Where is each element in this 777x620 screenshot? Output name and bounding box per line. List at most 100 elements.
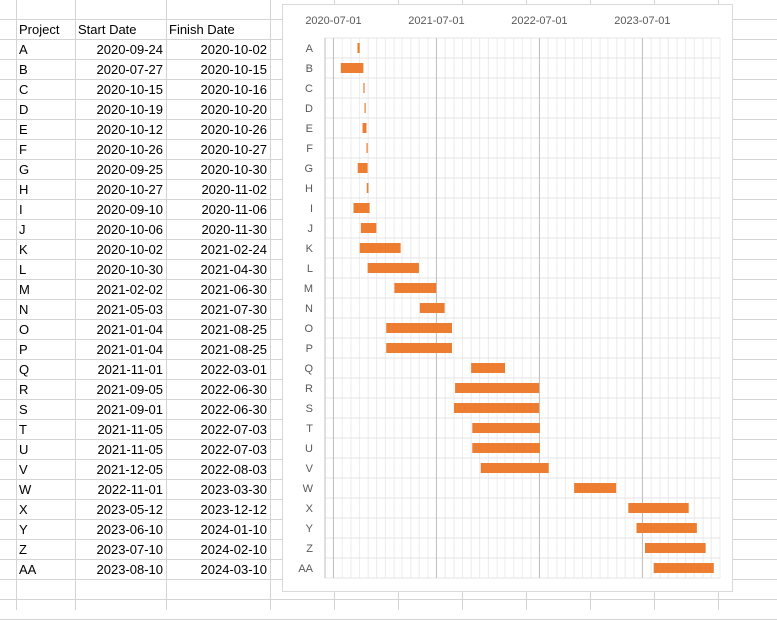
finish-date-cell[interactable]: 2022-07-03 — [200, 422, 268, 437]
project-name-cell[interactable]: AA — [19, 562, 37, 577]
start-date-cell[interactable]: 2020-09-10 — [96, 202, 164, 217]
project-name-cell[interactable]: U — [19, 442, 29, 457]
finish-date-cell[interactable]: 2024-03-10 — [200, 562, 268, 577]
project-name-cell[interactable]: A — [19, 42, 28, 57]
project-name-cell[interactable]: J — [19, 222, 26, 237]
start-date-cell[interactable]: 2023-08-10 — [96, 562, 164, 577]
header-cell[interactable]: Finish Date — [169, 22, 235, 37]
project-name-cell[interactable]: V — [19, 462, 28, 477]
finish-date-cell[interactable]: 2020-10-15 — [200, 62, 268, 77]
finish-date-cell[interactable]: 2021-06-30 — [200, 282, 268, 297]
project-name-cell[interactable]: E — [19, 122, 28, 137]
category-label: E — [306, 123, 313, 135]
finish-date-cell[interactable]: 2020-10-02 — [200, 42, 268, 57]
start-date-cell[interactable]: 2022-11-01 — [97, 482, 163, 497]
gantt-chart[interactable]: 2020-07-01 2021-07-01 2022-07-01 2023-07-01… — [282, 4, 733, 592]
project-name-cell[interactable]: S — [19, 402, 28, 417]
start-date-cell[interactable]: 2020-07-27 — [96, 62, 164, 77]
gantt-bar-g — [357, 163, 368, 173]
category-label: G — [304, 163, 313, 175]
finish-date-cell[interactable]: 2020-10-20 — [200, 102, 268, 117]
finish-date-cell[interactable]: 2022-07-03 — [200, 442, 268, 457]
project-name-cell[interactable]: R — [19, 382, 29, 397]
finish-date-cell[interactable]: 2021-08-25 — [200, 342, 268, 357]
category-label: K — [306, 243, 314, 255]
gantt-bar-m — [394, 283, 437, 293]
project-name-cell[interactable]: P — [19, 342, 28, 357]
start-date-cell[interactable]: 2021-11-05 — [97, 442, 163, 457]
project-name-cell[interactable]: F — [19, 142, 27, 157]
project-name-cell[interactable]: B — [19, 62, 28, 77]
project-name-cell[interactable]: T — [19, 422, 27, 437]
finish-date-cell[interactable]: 2021-07-30 — [200, 302, 268, 317]
finish-date-cell[interactable]: 2022-06-30 — [200, 382, 268, 397]
start-date-cell[interactable]: 2020-10-19 — [96, 102, 164, 117]
finish-date-cell[interactable]: 2023-03-30 — [200, 482, 268, 497]
start-date-cell[interactable]: 2021-09-01 — [96, 402, 164, 417]
project-name-cell[interactable]: Q — [19, 362, 30, 377]
start-date-cell[interactable]: 2020-10-12 — [96, 122, 164, 137]
finish-date-cell[interactable]: 2020-10-30 — [200, 162, 268, 177]
start-date-cell[interactable]: 2020-10-30 — [96, 262, 164, 277]
project-name-cell[interactable]: X — [19, 502, 28, 517]
start-date-cell[interactable]: 2021-11-01 — [97, 362, 163, 377]
start-date-cell[interactable]: 2020-10-06 — [96, 222, 164, 237]
start-date-cell[interactable]: 2021-12-05 — [96, 462, 164, 477]
project-name-cell[interactable]: N — [19, 302, 29, 317]
finish-date-cell[interactable]: 2021-08-25 — [200, 322, 268, 337]
start-date-cell[interactable]: 2023-07-10 — [96, 542, 164, 557]
header-cell[interactable]: Project — [19, 22, 60, 37]
category-label: V — [306, 463, 314, 475]
start-date-cell[interactable]: 2021-01-04 — [96, 342, 164, 357]
category-label: O — [304, 323, 313, 335]
finish-date-cell[interactable]: 2020-10-27 — [200, 142, 268, 157]
project-name-cell[interactable]: O — [19, 322, 30, 337]
start-date-cell[interactable]: 2020-10-27 — [96, 182, 164, 197]
gantt-bar-h — [366, 183, 369, 193]
finish-date-cell[interactable]: 2020-11-30 — [201, 222, 267, 237]
project-name-cell[interactable]: M — [19, 282, 30, 297]
start-date-cell[interactable]: 2020-10-02 — [96, 242, 164, 257]
start-date-cell[interactable]: 2021-01-04 — [96, 322, 164, 337]
project-name-cell[interactable]: W — [19, 482, 32, 497]
finish-date-cell[interactable]: 2020-10-26 — [200, 122, 268, 137]
start-date-cell[interactable]: 2020-09-24 — [96, 42, 164, 57]
start-date-cell[interactable]: 2023-05-12 — [96, 502, 164, 517]
project-name-cell[interactable]: D — [19, 102, 29, 117]
project-name-cell[interactable]: G — [19, 162, 30, 177]
project-name-cell[interactable]: Z — [19, 542, 27, 557]
category-label: L — [307, 263, 313, 275]
category-label: X — [306, 503, 314, 515]
finish-date-cell[interactable]: 2023-12-12 — [200, 502, 268, 517]
finish-date-cell[interactable]: 2020-11-02 — [201, 182, 267, 197]
start-date-cell[interactable]: 2021-05-03 — [96, 302, 164, 317]
category-label: AA — [298, 563, 313, 575]
start-date-cell[interactable]: 2020-10-26 — [96, 142, 164, 157]
finish-date-cell[interactable]: 2024-02-10 — [200, 542, 268, 557]
start-date-cell[interactable]: 2021-11-05 — [97, 422, 163, 437]
project-name-cell[interactable]: C — [19, 82, 29, 97]
x-tick-label: 2021-07-01 — [408, 15, 464, 27]
header-cell[interactable]: Start Date — [78, 22, 137, 37]
finish-date-cell[interactable]: 2021-04-30 — [200, 262, 268, 277]
grid-column-line — [16, 0, 17, 610]
project-name-cell[interactable]: K — [19, 242, 28, 257]
start-date-cell[interactable]: 2021-09-05 — [96, 382, 164, 397]
start-date-cell[interactable]: 2020-09-25 — [96, 162, 164, 177]
start-date-cell[interactable]: 2021-02-02 — [96, 282, 164, 297]
project-name-cell[interactable]: H — [19, 182, 29, 197]
project-name-cell[interactable]: I — [19, 202, 23, 217]
project-name-cell[interactable]: Y — [19, 522, 28, 537]
category-label: Y — [306, 523, 314, 535]
finish-date-cell[interactable]: 2020-11-06 — [201, 202, 267, 217]
grid-column-line — [75, 0, 76, 610]
finish-date-cell[interactable]: 2020-10-16 — [200, 82, 268, 97]
finish-date-cell[interactable]: 2022-06-30 — [200, 402, 268, 417]
finish-date-cell[interactable]: 2024-01-10 — [200, 522, 268, 537]
finish-date-cell[interactable]: 2021-02-24 — [200, 242, 268, 257]
project-name-cell[interactable]: L — [19, 262, 27, 277]
finish-date-cell[interactable]: 2022-03-01 — [200, 362, 268, 377]
start-date-cell[interactable]: 2020-10-15 — [96, 82, 164, 97]
finish-date-cell[interactable]: 2022-08-03 — [200, 462, 268, 477]
start-date-cell[interactable]: 2023-06-10 — [96, 522, 164, 537]
